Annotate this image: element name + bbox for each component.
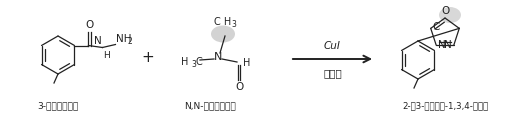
Text: C H: C H: [215, 17, 231, 27]
Text: O: O: [85, 20, 94, 30]
Text: 氧化剂: 氧化剂: [323, 68, 342, 78]
Ellipse shape: [211, 26, 235, 42]
Text: C: C: [195, 57, 202, 67]
Text: H: H: [103, 51, 110, 60]
Text: C: C: [433, 22, 440, 32]
Text: H: H: [180, 57, 188, 67]
Text: N: N: [94, 37, 102, 46]
Text: 2: 2: [127, 37, 132, 46]
Text: 2-（3-甲苯基）-1,3,4-噁二唑: 2-（3-甲苯基）-1,3,4-噁二唑: [402, 101, 488, 110]
Text: 3-甲基苯甲酰肼: 3-甲基苯甲酰肼: [37, 101, 78, 110]
Text: O: O: [441, 6, 449, 16]
Text: H: H: [243, 58, 250, 68]
Text: +: +: [141, 49, 154, 64]
Text: O: O: [235, 82, 243, 92]
Text: N: N: [438, 40, 446, 50]
Ellipse shape: [439, 7, 461, 23]
Text: 3: 3: [231, 20, 236, 29]
Text: N: N: [214, 52, 222, 62]
Text: N,N-二甲基甲酰胺: N,N-二甲基甲酰胺: [184, 101, 236, 110]
Text: 3: 3: [191, 60, 196, 69]
Text: CuI: CuI: [324, 41, 341, 51]
Text: NH: NH: [116, 33, 132, 44]
Text: N: N: [444, 40, 452, 50]
